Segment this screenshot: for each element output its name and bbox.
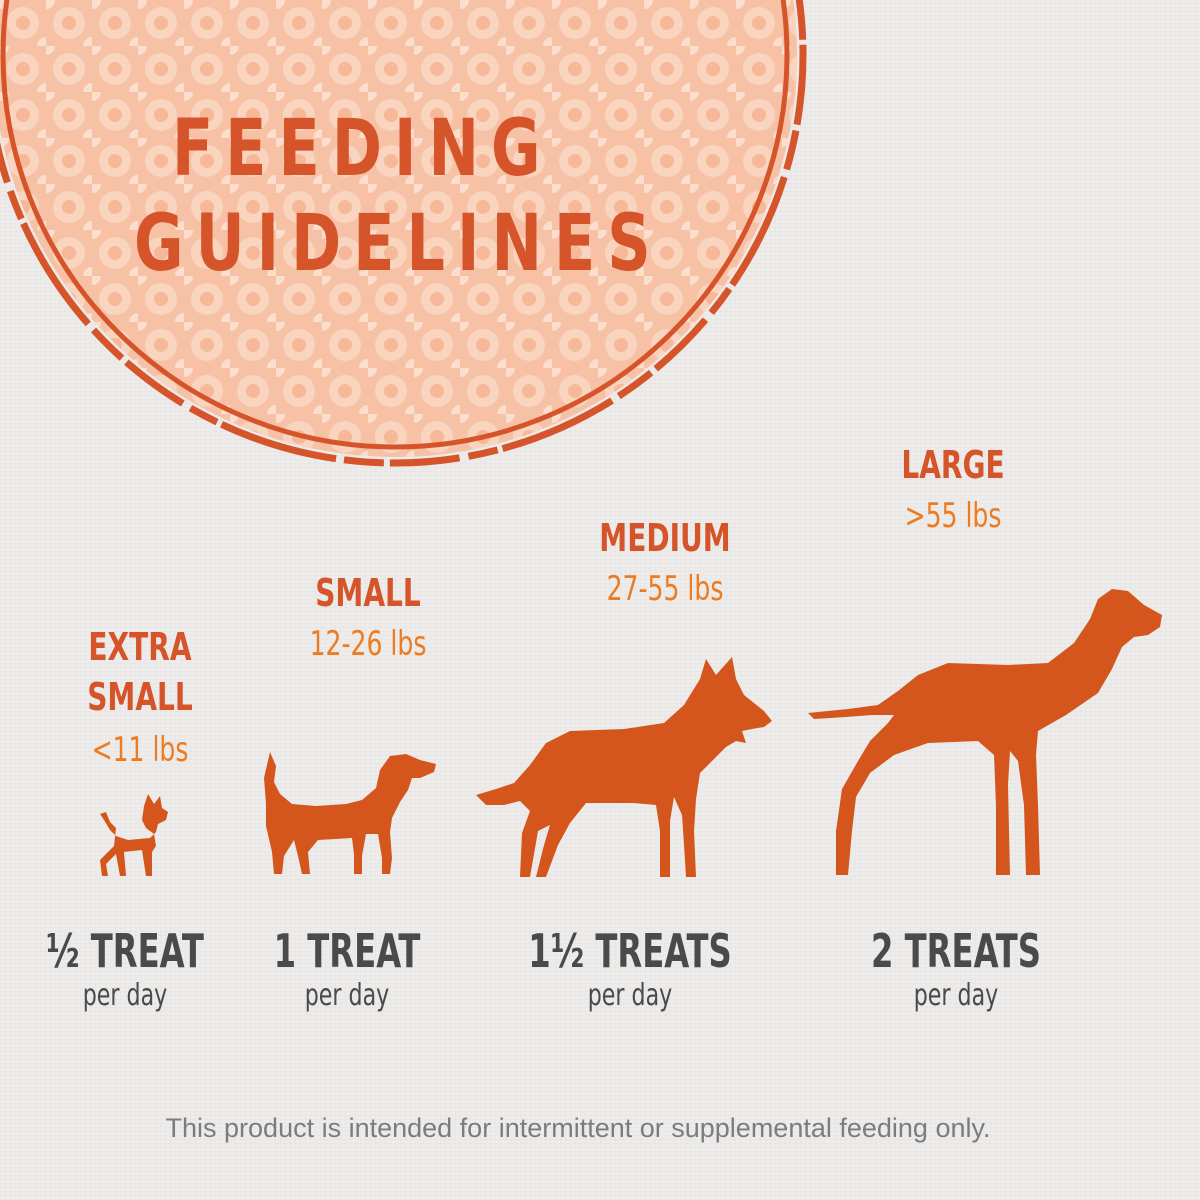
treat-large: 2 TREATS — [870, 924, 1042, 978]
per-day-medium: per day — [587, 978, 673, 1013]
size-name: SMALL — [315, 571, 421, 615]
size-name: MEDIUM — [599, 516, 731, 560]
size-name-line2: SMALL — [87, 675, 193, 719]
treat-extra-small: ½ TREAT — [46, 924, 204, 978]
great-dane-silhouette-icon — [808, 589, 1162, 875]
badge-outer-ring — [0, 0, 807, 467]
size-name-line1: EXTRA — [88, 625, 192, 669]
size-name: LARGE — [901, 443, 1005, 487]
beagle-silhouette-icon — [264, 752, 436, 874]
size-small-header: SMALL 12-26 lbs — [268, 568, 468, 666]
size-weight: 12-26 lbs — [309, 624, 427, 664]
size-medium-header: MEDIUM 27-55 lbs — [545, 513, 785, 611]
per-day-extra-small: per day — [82, 978, 168, 1013]
badge-inner-ring — [0, 0, 790, 450]
disclaimer: This product is intended for intermitten… — [165, 1113, 991, 1143]
size-large-header: LARGE >55 lbs — [853, 440, 1053, 538]
size-weight: >55 lbs — [904, 496, 1002, 536]
chihuahua-silhouette-icon — [100, 794, 168, 876]
size-weight: <11 lbs — [91, 730, 189, 770]
title-line-1: FEEDING — [172, 104, 553, 194]
per-day-large: per day — [913, 978, 999, 1013]
per-day-small: per day — [304, 978, 390, 1013]
shepherd-silhouette-icon — [476, 657, 772, 877]
treat-small: 1 TREAT — [273, 924, 421, 978]
title-badge — [0, 0, 807, 467]
treat-medium: 1½ TREATS — [528, 924, 732, 978]
title-line-2: GUIDELINES — [134, 199, 663, 289]
size-weight: 27-55 lbs — [606, 569, 724, 609]
size-extra-small-header: EXTRA SMALL <11 lbs — [40, 622, 240, 772]
